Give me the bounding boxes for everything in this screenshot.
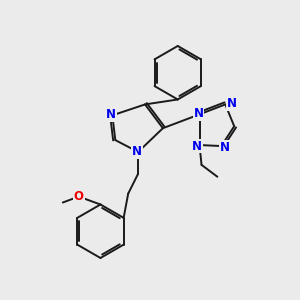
Text: O: O xyxy=(74,190,84,203)
Text: N: N xyxy=(227,97,237,110)
Text: N: N xyxy=(132,146,142,158)
Text: N: N xyxy=(192,140,202,152)
Text: N: N xyxy=(194,107,203,120)
Text: N: N xyxy=(220,140,230,154)
Text: N: N xyxy=(106,108,116,121)
